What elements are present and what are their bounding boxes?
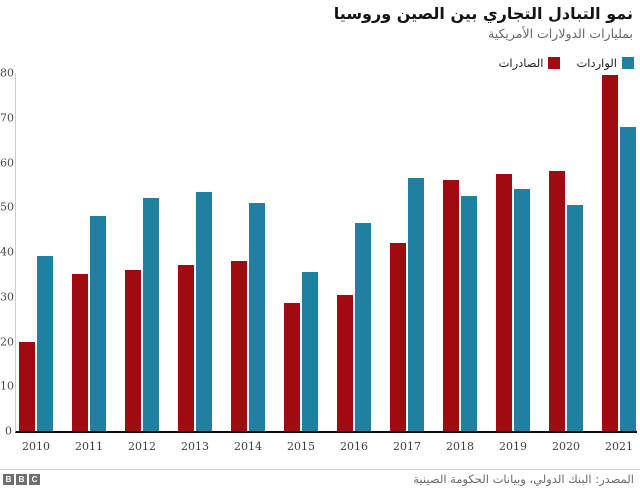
- bar-group-2019: 2019: [496, 73, 530, 453]
- bar-exports-2010: [19, 341, 35, 431]
- bar-group-2010: 2010: [19, 73, 53, 453]
- x-tick-label: 2014: [234, 440, 262, 453]
- bar-imports-2015: [302, 272, 318, 431]
- bar-group-2021: 2021: [602, 73, 636, 453]
- y-tick-label: 50: [0, 200, 14, 214]
- x-tick-label: 2010: [22, 440, 50, 453]
- legend-label: الواردات: [576, 56, 617, 70]
- bar-imports-2018: [461, 196, 477, 431]
- plot-area: 2010 2011 2012 2013 2014 2015 2016 2017 2018 2019…: [15, 73, 637, 453]
- bar-imports-2019: [514, 189, 530, 431]
- bar-exports-2013: [178, 265, 194, 431]
- bar-group-2011: 2011: [72, 73, 106, 453]
- x-tick-label: 2021: [605, 440, 633, 453]
- x-tick-label: 2012: [128, 440, 156, 453]
- bbc-logo-letter: B: [3, 474, 14, 485]
- bar-imports-2012: [143, 198, 159, 431]
- bar-exports-2015: [284, 303, 300, 431]
- bar-group-2012: 2012: [125, 73, 159, 453]
- bar-imports-2014: [249, 202, 265, 431]
- bbc-logo-letter: B: [16, 474, 27, 485]
- footer-divider: [0, 469, 640, 470]
- bar-exports-2018: [443, 180, 459, 431]
- bar-group-2018: 2018: [443, 73, 477, 453]
- bar-exports-2012: [125, 269, 141, 431]
- bbc-logo-letter: C: [29, 474, 40, 485]
- bar-imports-2011: [90, 216, 106, 431]
- bar-exports-2014: [231, 260, 247, 431]
- bar-group-2016: 2016: [337, 73, 371, 453]
- bar-imports-2021: [620, 126, 636, 431]
- x-tick-label: 2017: [393, 440, 421, 453]
- bar-exports-2019: [496, 173, 512, 431]
- chart-subtitle: بمليارات الدولارات الأمريكية: [488, 26, 633, 41]
- bar-imports-2020: [567, 205, 583, 431]
- y-tick-label: 40: [0, 245, 14, 259]
- y-tick-label: 10: [0, 379, 14, 393]
- bar-exports-2021: [602, 75, 618, 431]
- legend-swatch-imports: [622, 57, 634, 69]
- chart-title: نمو التبادل التجاري بين الصين وروسيا: [333, 4, 633, 23]
- bar-group-2017: 2017: [390, 73, 424, 453]
- y-tick-label: 60: [0, 156, 14, 169]
- bars-container: 2010 2011 2012 2013 2014 2015 2016 2017 2018 2019…: [16, 73, 637, 453]
- bar-imports-2017: [408, 178, 424, 431]
- bar-group-2020: 2020: [549, 73, 583, 453]
- legend-item-exports: الصادرات: [499, 56, 561, 70]
- bar-group-2014: 2014: [231, 73, 265, 453]
- y-tick-label: 0: [5, 424, 12, 438]
- bar-imports-2013: [196, 191, 212, 431]
- legend-item-imports: الواردات: [576, 56, 634, 70]
- y-tick-label: 30: [0, 290, 14, 304]
- bar-imports-2016: [355, 222, 371, 431]
- bar-exports-2011: [72, 274, 88, 431]
- bar-exports-2016: [337, 294, 353, 431]
- y-tick-label: 20: [0, 335, 14, 348]
- x-tick-label: 2013: [181, 440, 209, 453]
- x-tick-label: 2018: [446, 440, 474, 453]
- legend-swatch-exports: [548, 57, 561, 69]
- legend: الواردات الصادرات: [499, 56, 634, 70]
- x-tick-label: 2015: [287, 440, 315, 453]
- x-tick-label: 2019: [499, 440, 527, 453]
- x-tick-label: 2011: [75, 440, 103, 453]
- bar-imports-2010: [37, 256, 53, 431]
- x-tick-label: 2016: [340, 440, 368, 453]
- bar-exports-2017: [390, 243, 406, 431]
- y-tick-label: 70: [0, 111, 14, 125]
- source-text: المصدر: البنك الدولي، وبيانات الحكومة ال…: [413, 472, 634, 486]
- bar-group-2015: 2015: [284, 73, 318, 453]
- bar-group-2013: 2013: [178, 73, 212, 453]
- bar-exports-2020: [549, 171, 565, 431]
- x-tick-label: 2020: [552, 440, 580, 453]
- legend-label: الصادرات: [498, 56, 544, 70]
- y-tick-label: 80: [0, 66, 14, 80]
